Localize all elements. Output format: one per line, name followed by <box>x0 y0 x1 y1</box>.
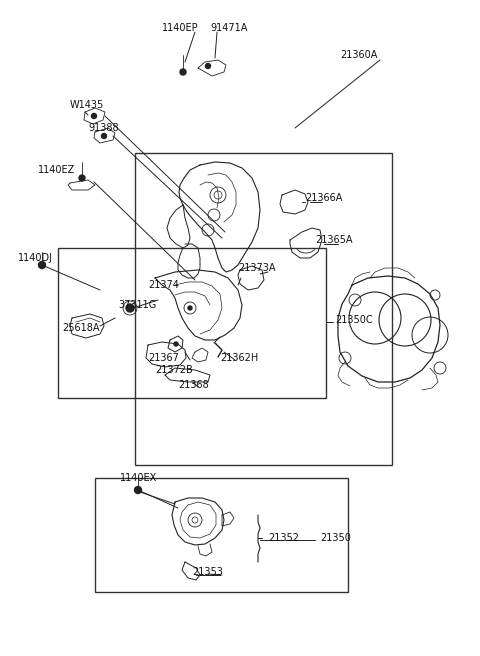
Text: 21366A: 21366A <box>305 193 342 203</box>
Text: 37311G: 37311G <box>118 300 156 310</box>
Text: 21353: 21353 <box>192 567 223 577</box>
Text: 21350: 21350 <box>320 533 351 543</box>
Bar <box>135 153 392 465</box>
Circle shape <box>92 113 96 119</box>
Text: 21373A: 21373A <box>238 263 276 273</box>
Text: 1140DJ: 1140DJ <box>18 253 53 263</box>
Bar <box>95 478 348 592</box>
Text: 21372B: 21372B <box>155 365 193 375</box>
Text: 21367: 21367 <box>148 353 179 363</box>
Text: 21360A: 21360A <box>340 50 377 60</box>
Circle shape <box>180 69 186 75</box>
Circle shape <box>134 487 142 493</box>
Circle shape <box>205 64 211 68</box>
Text: 21350C: 21350C <box>335 315 372 325</box>
Text: 1140EZ: 1140EZ <box>38 165 75 175</box>
Text: 91471A: 91471A <box>210 23 247 33</box>
Circle shape <box>188 306 192 310</box>
Circle shape <box>126 304 134 312</box>
Text: 21365A: 21365A <box>315 235 352 245</box>
Text: W1435: W1435 <box>70 100 104 110</box>
Text: 1140EX: 1140EX <box>120 473 157 483</box>
Text: 21362H: 21362H <box>220 353 258 363</box>
Text: 21352: 21352 <box>268 533 299 543</box>
Circle shape <box>38 262 46 268</box>
Bar <box>58 248 326 398</box>
Text: 91388: 91388 <box>88 123 119 133</box>
Text: 25618A: 25618A <box>62 323 99 333</box>
Text: 21368: 21368 <box>178 380 209 390</box>
Circle shape <box>101 134 107 138</box>
Circle shape <box>79 175 85 181</box>
Circle shape <box>174 342 178 346</box>
Text: 21374: 21374 <box>148 280 179 290</box>
Text: 1140EP: 1140EP <box>162 23 199 33</box>
